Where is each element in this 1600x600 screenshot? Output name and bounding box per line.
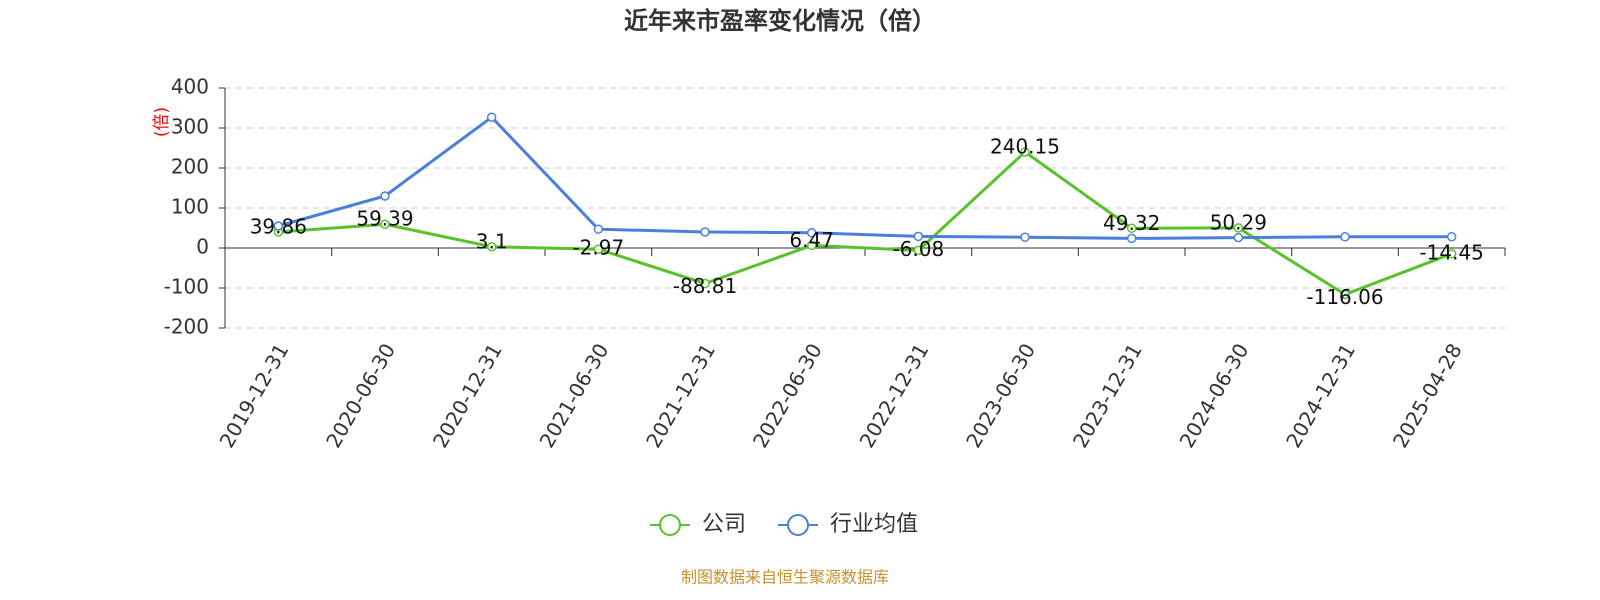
x-tick-label: 2021-06-30: [535, 339, 614, 452]
x-tick-label: 2020-12-31: [428, 339, 507, 452]
data-point: [593, 244, 604, 254]
series-line: [277, 115, 1452, 240]
legend-label: 公司: [702, 512, 746, 537]
data-point: [913, 245, 924, 256]
data-point: [700, 227, 710, 237]
legend-marker: [659, 514, 681, 536]
data-point: [1233, 232, 1244, 243]
y-tick-label: -100: [164, 275, 209, 299]
data-point: [1020, 147, 1030, 157]
data-point: [1446, 249, 1457, 259]
x-tick-label: 2023-12-31: [1068, 339, 1147, 452]
x-tick-label: 2020-06-30: [321, 339, 400, 452]
data-label: 49.32: [1103, 211, 1160, 235]
data-label: 50.29: [1210, 210, 1267, 234]
data-point: [486, 112, 497, 122]
legend-marker: [787, 514, 809, 536]
data-label: 3.1: [476, 229, 508, 253]
data-point: [486, 242, 497, 252]
data-label: 59.39: [356, 207, 413, 231]
source-note: 制图数据来自恒生聚源数据库: [681, 568, 889, 587]
data-label: -2.97: [572, 236, 624, 260]
y-tick-label: 200: [171, 155, 209, 179]
data-point: [1340, 232, 1350, 242]
data-point: [380, 191, 390, 201]
data-point: [806, 240, 817, 251]
data-point: [700, 278, 710, 289]
data-point: [593, 224, 604, 234]
x-tick-label: 2025-04-28: [1388, 339, 1467, 452]
data-label: 39.86: [250, 215, 307, 239]
data-point: [1126, 233, 1137, 244]
data-point: [806, 228, 817, 238]
data-label: 6.47: [789, 228, 834, 252]
x-tick-label: 2022-06-30: [748, 339, 827, 452]
y-tick-label: 0: [196, 235, 209, 259]
data-label: -116.06: [1306, 285, 1383, 309]
x-tick-label: 2023-06-30: [961, 339, 1040, 452]
y-tick-label: 400: [171, 75, 209, 99]
y-axis-label: (倍): [152, 107, 172, 137]
data-label: 240.15: [990, 134, 1060, 158]
x-tick-label: 2024-06-30: [1175, 339, 1254, 452]
data-point: [380, 219, 390, 229]
legend-label: 行业均值: [830, 512, 918, 537]
series-line: [278, 150, 1453, 297]
data-point: [1340, 289, 1350, 300]
data-label: -88.81: [673, 274, 737, 298]
chart-title: 近年来市盈率变化情况（倍）: [624, 7, 936, 35]
data-point: [1233, 223, 1244, 233]
data-label: -6.08: [892, 237, 944, 261]
x-tick-label: 2021-12-31: [641, 339, 720, 452]
data-point: [1020, 232, 1030, 242]
x-tick-label: 2019-12-31: [215, 339, 294, 452]
y-tick-label: -200: [164, 315, 209, 339]
y-tick-label: 300: [171, 115, 209, 139]
data-label: -14.45: [1419, 240, 1483, 264]
data-point: [1126, 223, 1137, 234]
x-tick-label: 2024-12-31: [1281, 339, 1360, 452]
data-point: [273, 221, 284, 231]
x-tick-label: 2022-12-31: [855, 339, 934, 452]
y-tick-label: 100: [171, 195, 209, 219]
data-point: [913, 231, 924, 242]
data-point: [1446, 232, 1457, 242]
